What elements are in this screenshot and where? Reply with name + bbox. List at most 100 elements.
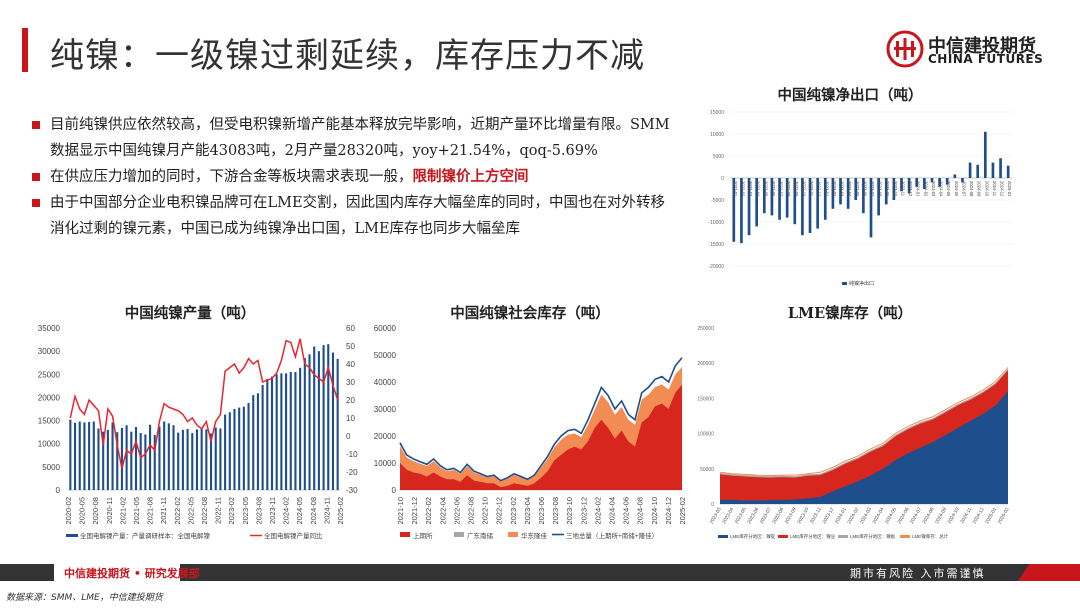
- x-tick-label: 2021-02: [118, 497, 127, 525]
- bar: [266, 378, 269, 490]
- bar: [181, 429, 184, 490]
- legend-swatch: [400, 532, 410, 537]
- x-tick-label: 2023-11: [809, 506, 823, 524]
- y-tick-label: 0: [711, 502, 714, 508]
- bar: [294, 371, 297, 490]
- bar: [285, 373, 288, 490]
- bar: [317, 351, 320, 490]
- x-tick-label: 2022-05: [186, 497, 195, 525]
- bar: [134, 427, 138, 490]
- x-tick-label: 2024-08: [969, 181, 974, 197]
- legend-swatch: [508, 532, 518, 537]
- bar: [331, 352, 335, 490]
- bar: [991, 162, 995, 178]
- x-tick-label: 2023-10: [893, 181, 898, 197]
- bar: [102, 431, 105, 490]
- x-tick-label: 2022-01: [733, 181, 738, 197]
- bar: [275, 374, 278, 490]
- series-line-total: [399, 357, 683, 482]
- legend-label: 全国电解镍产量：产量调研样本：全国电解镍: [80, 531, 211, 540]
- chart-title-production: 中国纯镍产量（吨）: [124, 305, 256, 322]
- x-tick-label: 2023-11: [900, 181, 905, 197]
- y-tick-label: 200000: [697, 361, 714, 367]
- y-tick-label: 150000: [697, 396, 714, 402]
- logo-en-name: CHINA FUTURES: [928, 52, 1044, 66]
- x-tick-label: 2025-02: [678, 497, 687, 525]
- bar: [111, 422, 114, 490]
- social-stock-chart: 60000 50000 40000 30000 20000 10000 0 2021-10 20…: [374, 324, 687, 540]
- bar: [270, 376, 274, 490]
- bar: [953, 174, 957, 178]
- x-tick-label: 2024-06: [897, 506, 911, 525]
- series-line-total: [719, 367, 1009, 477]
- bar: [116, 432, 119, 490]
- bar: [327, 344, 330, 490]
- y-tick-label: 0: [721, 176, 724, 182]
- bar: [968, 162, 972, 178]
- bar: [884, 178, 888, 205]
- bullet-marker: [32, 121, 40, 129]
- x-tick-label: 2025-01: [984, 506, 998, 525]
- bar: [92, 421, 95, 490]
- bar: [976, 164, 980, 178]
- legend-swatch: [900, 535, 910, 538]
- x-tick-label: 2024-11: [322, 497, 331, 524]
- y-tick-label-left: 20000: [38, 393, 61, 402]
- x-tick-label: 2023-09: [784, 506, 798, 525]
- x-tick-label: 2023-02: [509, 497, 518, 525]
- bar: [195, 429, 199, 490]
- y-tick-label: 100000: [697, 432, 714, 438]
- bar: [252, 395, 255, 490]
- y-tick-label: 10000: [374, 459, 397, 468]
- bar: [261, 384, 264, 490]
- bar: [732, 178, 736, 242]
- bar: [801, 178, 804, 236]
- chart-title-social-stock: 中国纯镍社会库存（吨）: [450, 305, 610, 322]
- bar: [125, 425, 128, 490]
- x-tick-label: 2022-08: [786, 181, 791, 197]
- x-tick-label: 2023-05: [855, 181, 860, 197]
- bar: [930, 178, 934, 183]
- bar: [191, 433, 194, 490]
- x-tick-label: 2021-05: [132, 497, 141, 525]
- bar: [78, 421, 81, 490]
- bar: [289, 371, 292, 490]
- legend-label: LME镍库存：总计: [912, 533, 949, 540]
- legend-label: LME库存分地区：镍锭: [730, 533, 776, 540]
- x-tick-label: 2022-08: [200, 497, 209, 525]
- legend-swatch: [454, 532, 464, 537]
- bar: [205, 429, 208, 490]
- y-tick-label-right: 40: [346, 360, 355, 369]
- bar: [945, 178, 949, 185]
- y-tick-label-left: 0: [56, 486, 61, 495]
- x-tick-label: 2021-11: [159, 497, 168, 524]
- bar: [88, 421, 91, 490]
- legend-swatch: [66, 534, 78, 537]
- x-tick-label: 2023-08: [551, 497, 560, 525]
- y-tick-label-right: 10: [346, 414, 355, 423]
- bar: [915, 178, 919, 187]
- y-tick-label-left: 35000: [38, 324, 61, 333]
- x-tick-label: 2024-06: [622, 497, 631, 525]
- x-tick-label: 2022-12: [817, 181, 822, 197]
- x-tick-label: 2024-05: [946, 181, 951, 197]
- x-tick-label: 2024-09: [977, 181, 982, 197]
- x-tick-label: 2024-02: [846, 506, 860, 525]
- page-title: 纯镍：一级镍过剩延续，库存压力不减: [50, 36, 645, 76]
- x-tick-label: 2022-03: [748, 181, 753, 197]
- bar: [149, 424, 152, 490]
- x-tick-label: 2022-04: [438, 497, 447, 525]
- x-tick-label: 2022-08: [467, 497, 476, 525]
- x-tick-label: 2020-05: [78, 497, 87, 525]
- x-tick-label: 2022-07: [779, 181, 784, 197]
- legend-label: 全国电解镍产量同比: [264, 531, 323, 540]
- logo-cn-name: 中信建投期货: [928, 36, 1036, 57]
- x-tick-label: 2022-05: [763, 181, 768, 197]
- y-tick-label: 15000: [710, 110, 724, 116]
- y-tick-label: 50000: [700, 467, 714, 473]
- bar: [816, 178, 819, 229]
- y-tick-label-left: 25000: [38, 370, 61, 379]
- y-tick-label-left: 10000: [38, 440, 61, 449]
- x-tick-label: 2023-01: [824, 181, 829, 197]
- x-tick-label: 2024-01: [834, 506, 848, 525]
